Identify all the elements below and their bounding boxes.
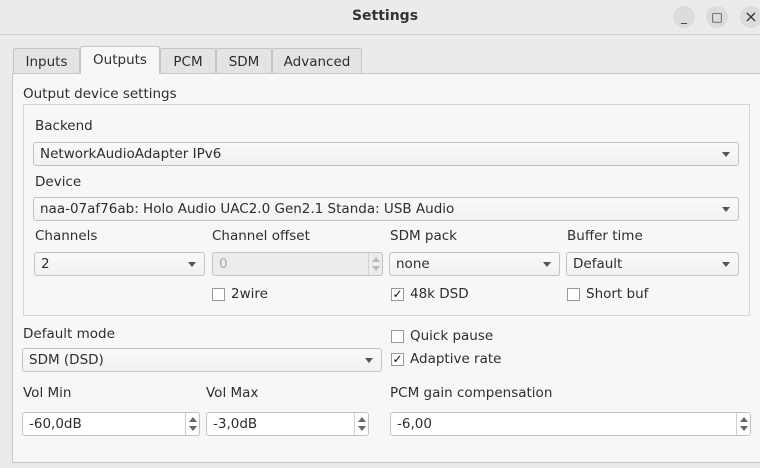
vol-max-spinbox[interactable]: -3,0dB <box>206 412 369 436</box>
tab-pcm[interactable]: PCM <box>160 48 216 74</box>
short-buf-label: Short buf <box>586 286 649 302</box>
spin-arrows-icon[interactable] <box>354 413 368 435</box>
checkbox-box[interactable] <box>212 287 225 301</box>
window-title: Settings <box>351 8 419 24</box>
chevron-down-icon <box>722 262 730 267</box>
twowire-checkbox[interactable]: 2wire <box>212 286 268 302</box>
spin-arrows-icon[interactable] <box>736 413 750 435</box>
default-mode-label: Default mode <box>23 326 115 342</box>
channels-value: 2 <box>41 256 50 272</box>
sdm-pack-combo[interactable]: none <box>389 252 560 276</box>
vol-max-label: Vol Max <box>206 385 259 401</box>
checkbox-box[interactable] <box>567 287 580 301</box>
group-title: Output device settings <box>23 86 177 102</box>
minimize-button[interactable]: _ <box>673 6 695 28</box>
sdm-pack-label: SDM pack <box>390 228 457 244</box>
backend-label: Backend <box>35 118 93 134</box>
backend-combo[interactable]: NetworkAudioAdapter IPv6 <box>33 142 739 166</box>
sdm-pack-value: none <box>396 256 430 272</box>
channel-offset-label: Channel offset <box>212 228 310 244</box>
tab-advanced[interactable]: Advanced <box>272 48 362 74</box>
buffer-time-combo[interactable]: Default <box>566 252 739 276</box>
device-value: naa-07af76ab: Holo Audio UAC2.0 Gen2.1 S… <box>40 201 455 217</box>
tab-outputs[interactable]: Outputs <box>80 46 160 74</box>
vol-min-label: Vol Min <box>23 385 72 401</box>
maximize-button[interactable]: □ <box>706 6 728 28</box>
check-icon[interactable]: ✓ <box>391 351 404 366</box>
checkbox-box[interactable] <box>391 329 404 343</box>
chevron-down-icon <box>365 358 373 363</box>
channels-label: Channels <box>35 228 98 244</box>
close-button[interactable]: × <box>740 6 760 28</box>
pcm-gain-label: PCM gain compensation <box>390 385 553 401</box>
channel-offset-value: 0 <box>219 256 228 272</box>
chevron-down-icon <box>722 207 730 212</box>
device-combo[interactable]: naa-07af76ab: Holo Audio UAC2.0 Gen2.1 S… <box>33 197 739 221</box>
default-mode-combo[interactable]: SDM (DSD) <box>22 348 382 372</box>
title-bar: Settings _ □ × <box>0 0 760 35</box>
pcm-gain-value: -6,00 <box>397 416 432 432</box>
vol-min-spinbox[interactable]: -60,0dB <box>22 412 200 436</box>
pcm-gain-spinbox[interactable]: -6,00 <box>390 412 751 436</box>
dsd48k-checkbox[interactable]: ✓ 48k DSD <box>391 286 469 302</box>
vol-min-value: -60,0dB <box>29 416 82 432</box>
tab-sdm[interactable]: SDM <box>216 48 272 74</box>
tab-inputs[interactable]: Inputs <box>13 48 80 74</box>
vol-max-value: -3,0dB <box>213 416 258 432</box>
spin-arrows-icon[interactable] <box>368 253 382 275</box>
quick-pause-checkbox[interactable]: Quick pause <box>391 328 493 344</box>
buffer-time-label: Buffer time <box>567 228 643 244</box>
chevron-down-icon <box>543 262 551 267</box>
channel-offset-spinbox[interactable]: 0 <box>212 252 383 276</box>
short-buf-checkbox[interactable]: Short buf <box>567 286 648 302</box>
adaptive-rate-label: Adaptive rate <box>410 351 502 367</box>
default-mode-value: SDM (DSD) <box>29 352 104 368</box>
buffer-time-value: Default <box>573 256 623 272</box>
dsd48k-label: 48k DSD <box>410 286 469 302</box>
quick-pause-label: Quick pause <box>410 328 494 344</box>
device-label: Device <box>35 174 82 190</box>
chevron-down-icon <box>722 152 730 157</box>
chevron-down-icon <box>188 262 196 267</box>
twowire-label: 2wire <box>231 286 268 302</box>
channels-combo[interactable]: 2 <box>34 252 205 276</box>
spin-arrows-icon[interactable] <box>185 413 199 435</box>
check-icon[interactable]: ✓ <box>391 286 404 301</box>
backend-value: NetworkAudioAdapter IPv6 <box>40 146 222 162</box>
adaptive-rate-checkbox[interactable]: ✓ Adaptive rate <box>391 351 501 367</box>
